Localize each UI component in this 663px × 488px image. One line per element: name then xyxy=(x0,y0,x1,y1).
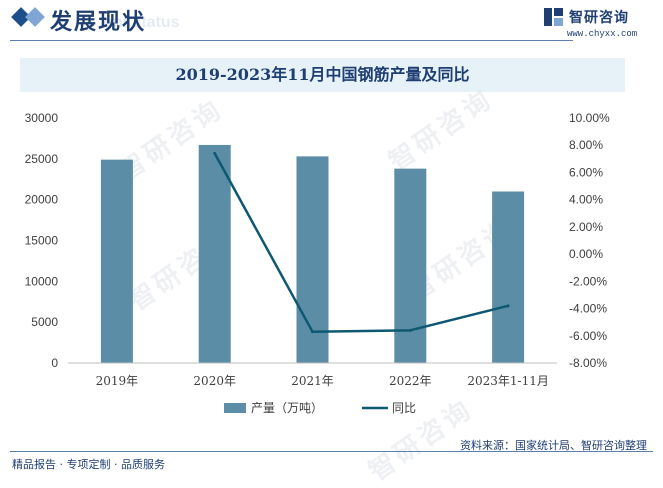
line-point xyxy=(408,328,412,332)
x-tick-label: 2022年 xyxy=(389,374,432,388)
y-right-tick-label: -2.00% xyxy=(569,274,607,288)
brand-url: www.chyxx.com xyxy=(567,29,638,39)
header-divider xyxy=(10,40,573,41)
bar xyxy=(100,159,133,363)
y-left-tick-label: 0 xyxy=(51,356,58,370)
line-point xyxy=(311,330,314,334)
y-right-tick-label: 2.00% xyxy=(569,220,603,234)
y-right-tick-label: 4.00% xyxy=(569,193,603,207)
bar xyxy=(492,191,525,363)
chart-title-bar: 2019-2023年11月中国钢筋产量及同比 xyxy=(20,58,625,92)
y-left-tick-label: 30000 xyxy=(25,111,59,125)
page-title: 发展现状 xyxy=(50,10,147,35)
line-point xyxy=(506,304,510,308)
y-right-tick-label: -6.00% xyxy=(569,329,607,343)
x-tick-label: 2019年 xyxy=(96,374,139,388)
y-right-tick-label: -8.00% xyxy=(569,356,607,370)
brand-logo-icon xyxy=(544,8,563,26)
x-tick-label: 2023年1-11月 xyxy=(467,374,549,388)
y-right-tick-label: 8.00% xyxy=(569,138,603,152)
bar xyxy=(394,168,427,363)
bar xyxy=(296,156,329,363)
y-left-tick-label: 20000 xyxy=(25,193,59,207)
legend-label: 产量（万吨） xyxy=(251,401,323,415)
y-left-tick-label: 10000 xyxy=(25,274,59,288)
page-subtitle: ent status xyxy=(104,14,180,31)
line-point xyxy=(213,151,217,155)
y-right-tick-label: -4.00% xyxy=(569,302,607,316)
y-right-tick-label: 0.00% xyxy=(569,247,603,261)
brand-name: 智研咨询 xyxy=(569,10,629,26)
brand-logo: 智研咨询 www.chyxx.com xyxy=(541,7,651,45)
x-tick-label: 2021年 xyxy=(291,374,334,388)
y-left-tick-label: 5000 xyxy=(31,315,58,329)
source-note: 资料来源：国家统计局、智研咨询整理 xyxy=(460,439,647,452)
y-left-tick-label: 25000 xyxy=(25,152,59,166)
footer-slogan: 精品报告 · 专项定制 · 品质服务 xyxy=(12,458,165,471)
y-right-tick-label: 10.00% xyxy=(569,111,610,125)
bar xyxy=(198,144,231,363)
legend-swatch-bar xyxy=(224,403,246,413)
x-tick-label: 2020年 xyxy=(193,374,236,388)
chart-title: 2019-2023年11月中国钢筋产量及同比 xyxy=(175,65,470,84)
series-line-yoy xyxy=(213,152,509,333)
header: ent status 发展现状 智研咨询 www.chyxx.com xyxy=(0,0,663,44)
y-right-tick-label: 6.00% xyxy=(569,165,603,179)
y-left-tick-label: 15000 xyxy=(25,234,59,248)
footer-divider xyxy=(10,451,653,452)
legend-label: 同比 xyxy=(392,401,416,415)
